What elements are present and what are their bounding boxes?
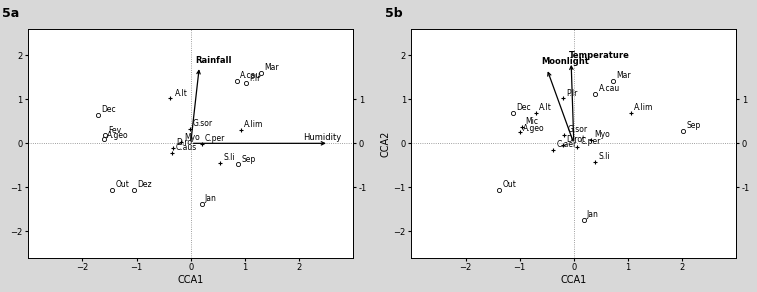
Text: S.li: S.li	[599, 152, 610, 161]
Text: G.sor: G.sor	[567, 125, 587, 134]
Text: 5b: 5b	[385, 7, 403, 20]
Text: A.geo: A.geo	[107, 131, 129, 140]
Text: A.cau: A.cau	[240, 71, 261, 80]
Text: S.li: S.li	[224, 153, 235, 162]
Text: Out: Out	[503, 180, 516, 189]
Text: Moonlight: Moonlight	[541, 57, 589, 66]
Text: P.lr: P.lr	[566, 88, 578, 98]
Text: Sep: Sep	[241, 154, 256, 164]
Text: Temperature: Temperature	[569, 51, 629, 60]
Text: Myo: Myo	[594, 130, 610, 139]
Text: Mar: Mar	[616, 71, 631, 80]
Text: A.lim: A.lim	[244, 120, 263, 129]
Text: A.lt: A.lt	[174, 88, 187, 98]
X-axis label: CCA1: CCA1	[178, 275, 204, 285]
Text: Sep: Sep	[687, 121, 701, 130]
Text: D.rot: D.rot	[566, 135, 585, 144]
Text: A.geo: A.geo	[523, 124, 544, 133]
Text: Jan: Jan	[587, 211, 599, 220]
Y-axis label: CCA2: CCA2	[381, 130, 391, 157]
Text: Out: Out	[116, 180, 129, 189]
Text: G.sor: G.sor	[193, 119, 213, 128]
Text: Mar: Mar	[264, 63, 279, 72]
Text: C.per: C.per	[205, 134, 225, 143]
Text: Dez: Dez	[137, 180, 151, 189]
Text: C.aer: C.aer	[556, 140, 577, 149]
Text: D.ro: D.ro	[176, 138, 192, 147]
Text: Fev: Fev	[108, 126, 122, 135]
Text: Myo: Myo	[184, 133, 200, 142]
Text: Dec: Dec	[516, 103, 531, 112]
Text: A.lt: A.lt	[539, 103, 552, 112]
X-axis label: CCA1: CCA1	[561, 275, 587, 285]
Text: A.cau: A.cau	[599, 84, 620, 93]
Text: C.aus: C.aus	[176, 143, 197, 152]
Text: P.lr: P.lr	[249, 74, 260, 83]
Text: Dec: Dec	[101, 105, 116, 114]
Text: Humidity: Humidity	[304, 133, 341, 142]
Text: Jan: Jan	[205, 194, 217, 203]
Text: Rainfall: Rainfall	[195, 56, 232, 65]
Text: Mic: Mic	[525, 117, 539, 126]
Text: 5a: 5a	[2, 7, 20, 20]
Text: A.lim: A.lim	[634, 103, 653, 112]
Text: C.per: C.per	[581, 137, 601, 146]
